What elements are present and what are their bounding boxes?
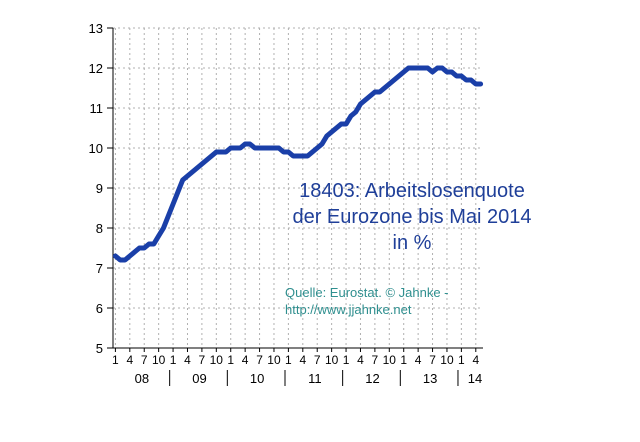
x-month-label: 4 (126, 353, 133, 367)
x-month-label: 1 (227, 353, 234, 367)
x-month-label: 10 (210, 353, 224, 367)
source-line-2: http://www.jjahnke.net (285, 302, 412, 317)
y-tick-label: 6 (96, 301, 103, 316)
y-tick-label: 9 (96, 181, 103, 196)
x-month-label: 1 (458, 353, 465, 367)
y-tick-label: 7 (96, 261, 103, 276)
y-tick-label: 11 (90, 101, 104, 116)
y-tick-label: 13 (89, 21, 103, 36)
x-year-label: 13 (423, 371, 437, 386)
y-tick-label: 5 (96, 341, 103, 356)
grid (113, 27, 483, 349)
x-year-label: 09 (192, 371, 206, 386)
x-month-label: 7 (372, 353, 379, 367)
series-line-unemployment-rate (112, 65, 484, 263)
x-month-label: 10 (267, 353, 281, 367)
source-line-1: Quelle: Eurostat. © Jahnke - (285, 285, 449, 300)
x-year-label: 08 (135, 371, 149, 386)
title-line-3: in % (392, 232, 432, 254)
x-month-label: 7 (256, 353, 263, 367)
x-month-label: 4 (415, 353, 422, 367)
x-month-label: 7 (314, 353, 321, 367)
x-year-label: 14 (468, 371, 482, 386)
series-layer (112, 65, 484, 263)
x-month-label: 7 (429, 353, 436, 367)
x-month-label: 10 (152, 353, 166, 367)
title-line-2: der Eurozone bis Mai 2014 (292, 206, 532, 228)
x-month-label: 4 (299, 353, 306, 367)
title-line-1: 18403: Arbeitslosenquote (299, 180, 525, 202)
y-tick-label: 8 (96, 221, 103, 236)
x-month-label: 4 (184, 353, 191, 367)
x-month-label: 1 (343, 353, 350, 367)
x-month-label: 1 (112, 353, 119, 367)
x-month-label: 10 (383, 353, 397, 367)
y-tick-label: 10 (89, 141, 103, 156)
x-month-label: 4 (357, 353, 364, 367)
x-month-label: 4 (242, 353, 249, 367)
x-month-label: 1 (285, 353, 292, 367)
x-month-label: 10 (440, 353, 454, 367)
x-month-label: 7 (141, 353, 148, 367)
x-month-label: 7 (199, 353, 206, 367)
x-month-label: 1 (170, 353, 177, 367)
chart-title: 18403: Arbeitslosenquote der Eurozone bi… (262, 178, 562, 256)
x-month-label: 10 (325, 353, 339, 367)
x-year-label: 10 (250, 371, 264, 386)
x-month-label: 4 (472, 353, 479, 367)
y-tick-label: 12 (89, 61, 103, 76)
x-year-label: 12 (365, 371, 379, 386)
x-month-label: 1 (400, 353, 407, 367)
x-year-label: 11 (308, 371, 322, 386)
source-note: Quelle: Eurostat. © Jahnke - http://www.… (285, 284, 505, 318)
